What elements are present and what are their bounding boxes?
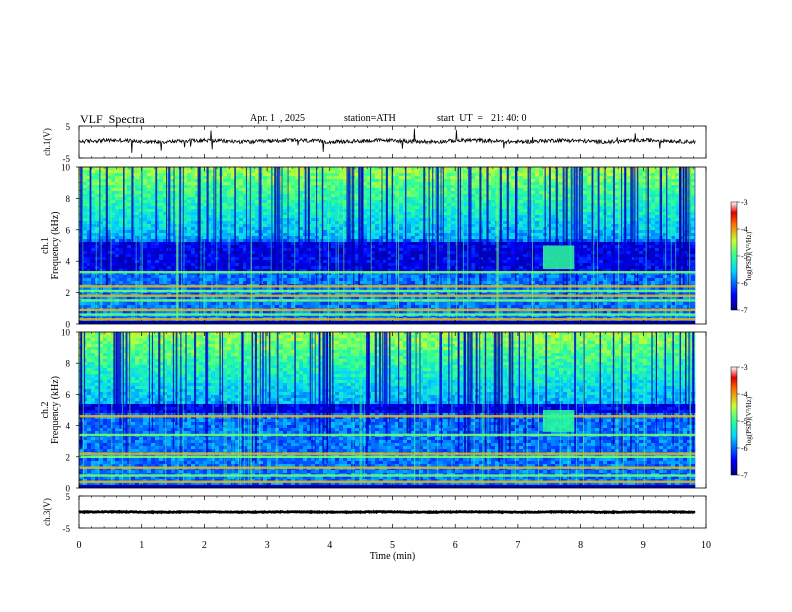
- colorbar-tick-label: -3: [741, 198, 748, 207]
- start-ut-value: 21: 40: 0: [491, 113, 527, 124]
- start-ut-label: start UT =: [437, 113, 484, 124]
- colorbar-tick-label: -7: [741, 471, 748, 480]
- x-tick-label: 2: [202, 540, 207, 551]
- colorbar-tick-label: -6: [741, 444, 748, 453]
- y-axis-label: ch.1(V): [42, 128, 52, 156]
- y-axis-label: ch.3(V): [42, 498, 52, 526]
- ch1-waveform-trace: [78, 128, 696, 153]
- x-axis-label: Time (min): [370, 551, 415, 562]
- ch2-spectrogram-colorbar: [730, 366, 738, 476]
- y-axis-label: Frequency (kHz): [50, 376, 61, 444]
- x-tick-label: 10: [701, 540, 711, 551]
- x-tick-label: 4: [327, 540, 332, 551]
- x-tick-label: 3: [265, 540, 270, 551]
- x-tick-label: 0: [77, 540, 82, 551]
- x-tick-label: 8: [578, 540, 583, 551]
- y-tick-label: 0: [66, 320, 71, 330]
- ch1-spectrogram-colorbar: [730, 201, 738, 311]
- colorbar-tick-label: -4: [741, 225, 748, 234]
- y-tick-label: 4: [66, 257, 71, 267]
- x-tick-label: 5: [390, 540, 395, 551]
- colorbar-tick-label: -7: [741, 306, 748, 315]
- colorbar-tick-label: -6: [741, 279, 748, 288]
- colorbar-label: log(PSD)(V²/Hz): [745, 396, 753, 445]
- chart-title: VLF Spectra: [80, 112, 145, 126]
- date-label: Apr. 1 , 2025: [250, 113, 305, 124]
- y-tick-label: 2: [66, 288, 71, 298]
- y-tick-label: 6: [66, 225, 71, 235]
- y-tick-label: 6: [66, 390, 71, 400]
- colorbar-tick-label: -3: [741, 363, 748, 372]
- y-axis-channel-label: ch.1: [40, 237, 51, 254]
- x-tick-label: 6: [453, 540, 458, 551]
- x-tick-label: 7: [515, 540, 520, 551]
- y-tick-label: 0: [66, 484, 71, 494]
- ch2-spectrogram-image: [79, 332, 706, 488]
- colorbar-label: log(PSD)(V²/Hz): [745, 231, 753, 280]
- y-tick-label: -5: [63, 524, 71, 534]
- y-tick-label: 8: [66, 359, 71, 369]
- y-tick-label: 5: [66, 122, 71, 132]
- colorbar-tick-label: -5: [741, 417, 748, 426]
- y-tick-label: 5: [66, 492, 71, 502]
- ch3-waveform-trace: [78, 509, 696, 515]
- colorbar-tick-label: -5: [741, 252, 748, 261]
- y-axis-label: Frequency (kHz): [50, 211, 61, 279]
- y-tick-label: 10: [61, 328, 71, 338]
- y-tick-label: 4: [66, 421, 71, 431]
- y-tick-label: 2: [66, 452, 71, 462]
- colorbar-tick-label: -4: [741, 390, 748, 399]
- ch1-spectrogram-image: [79, 167, 706, 324]
- y-tick-label: 10: [61, 163, 71, 173]
- y-tick-label: -5: [63, 154, 71, 164]
- y-axis-channel-label: ch.2: [40, 402, 51, 419]
- y-tick-label: 8: [66, 194, 71, 204]
- station-label: station=ATH: [344, 113, 396, 124]
- x-tick-label: 9: [641, 540, 646, 551]
- x-tick-label: 1: [139, 540, 144, 551]
